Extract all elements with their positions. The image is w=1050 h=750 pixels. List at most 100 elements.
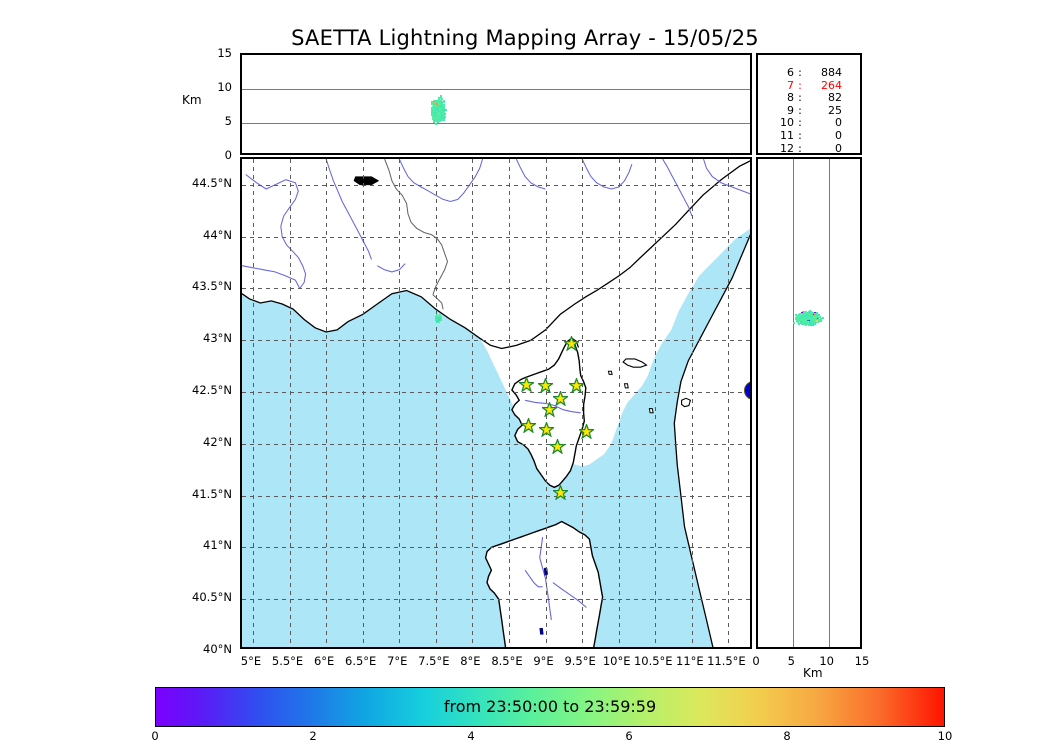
lightning-source-point	[438, 318, 441, 321]
lma-station-marker[interactable]	[552, 485, 568, 501]
lma-station-marker[interactable]	[552, 390, 568, 406]
lightning-source-point	[813, 321, 816, 324]
station-count-key: 9	[787, 103, 794, 117]
altitude-tick-label: 10	[217, 80, 232, 94]
lightning-source-point	[812, 319, 815, 322]
giglio-island	[648, 408, 654, 414]
lightning-source-point	[811, 318, 814, 321]
lightning-source-point	[803, 317, 806, 320]
capraia-island	[607, 370, 613, 375]
elba-island	[622, 358, 648, 368]
colorbar-gradient	[155, 687, 945, 727]
lightning-source-point	[812, 312, 815, 315]
lightning-source-point	[441, 98, 444, 101]
station-count-row: 8: 82	[768, 92, 842, 105]
french-coastline	[242, 289, 492, 346]
lightning-source-point	[798, 322, 801, 325]
lightning-source-point	[437, 121, 440, 124]
lightning-source-point	[797, 314, 800, 317]
lightning-source-point	[814, 318, 817, 321]
lightning-source-point	[804, 322, 807, 325]
map-gridline-lon	[399, 159, 401, 647]
lightning-source-point	[438, 113, 441, 116]
lightning-source-point	[816, 318, 819, 321]
lightning-source-point	[795, 320, 798, 323]
latitude-panel-axis-label: Km	[803, 666, 823, 680]
longitude-tick-label: 5°E	[240, 654, 262, 668]
lightning-source-point	[808, 319, 811, 322]
river-3	[325, 159, 352, 219]
lightning-source-point	[441, 109, 444, 112]
lightning-source-point	[809, 322, 812, 325]
lightning-source-point	[438, 102, 441, 105]
lightning-source-point	[437, 97, 440, 100]
lightning-source-point	[818, 315, 821, 318]
station-count-value: 82	[828, 91, 842, 105]
map-gridline-lat	[242, 599, 750, 601]
station-count-key: 7	[787, 78, 794, 92]
lma-station-marker[interactable]	[521, 417, 537, 433]
lightning-source-point	[433, 116, 436, 119]
lightning-source-point	[436, 316, 439, 319]
lightning-source-point	[431, 112, 434, 115]
lightning-source-point	[808, 320, 811, 323]
lightning-source-point	[814, 320, 817, 323]
map-gridline-lon	[472, 159, 474, 647]
map-gridline-lat	[242, 236, 750, 238]
lightning-source-point	[810, 311, 813, 314]
lightning-source-point	[437, 314, 440, 317]
map-gridline-lat	[242, 495, 750, 497]
lma-station-marker[interactable]	[550, 439, 566, 455]
lightning-source-point	[436, 117, 438, 120]
pianosa-island	[623, 383, 629, 389]
latitude-tick-label: 44.5°N	[192, 175, 232, 190]
lightning-source-point	[810, 315, 813, 318]
lightning-source-point	[808, 309, 811, 312]
lightning-source-point	[808, 317, 811, 320]
lma-station-marker[interactable]	[569, 378, 585, 394]
lightning-source-point	[439, 316, 442, 319]
lightning-source-point	[817, 321, 820, 324]
lightning-source-point	[806, 314, 809, 317]
lightning-source-point	[435, 107, 438, 110]
lightning-source-point	[437, 108, 440, 111]
lma-station-marker[interactable]	[519, 377, 535, 393]
lightning-source-point	[443, 108, 446, 111]
lightning-source-point	[798, 312, 801, 315]
page-title: SAETTA Lightning Mapping Array - 15/05/2…	[291, 26, 759, 50]
lightning-source-point	[811, 324, 814, 327]
station-count-value: 0	[835, 128, 842, 142]
altitude-tick-label: 0	[224, 148, 232, 162]
station-count-separator: :	[798, 116, 802, 130]
lightning-source-point	[803, 318, 806, 321]
colorbar-tick-label: 0	[151, 729, 159, 743]
lightning-source-point	[433, 109, 436, 112]
lma-station-marker[interactable]	[579, 423, 594, 439]
colorbar-tick-label: 8	[783, 729, 791, 743]
map-gridline-lon	[728, 159, 730, 647]
latitude-altitude-panel	[756, 157, 862, 649]
river-10	[703, 159, 750, 195]
lma-station-marker[interactable]	[538, 378, 554, 394]
altitude-axis-label: Km	[182, 93, 202, 107]
river-7	[515, 159, 546, 190]
lightning-source-point	[822, 317, 825, 320]
station-count-separator: :	[798, 141, 802, 155]
lightning-source-point	[432, 106, 435, 109]
lightning-source-point	[431, 116, 434, 119]
lightning-source-point	[807, 312, 810, 315]
lightning-source-point	[441, 104, 444, 107]
monte-argentario	[681, 397, 692, 408]
lma-station-marker[interactable]	[538, 421, 554, 437]
map-gridline-lat	[242, 392, 750, 394]
latitude-tick-label: 41.5°N	[192, 486, 232, 501]
sardinia-river-3	[552, 582, 587, 608]
latitude-tick-label: 43°N	[203, 331, 232, 346]
latitude-tick-label: 42°N	[203, 434, 232, 449]
latitude-tick-label: 40°N	[203, 642, 232, 656]
map-panel[interactable]	[240, 157, 752, 649]
station-count-key: 6	[787, 66, 794, 79]
lma-station-marker[interactable]	[542, 402, 558, 418]
lma-station-marker[interactable]	[563, 335, 579, 351]
